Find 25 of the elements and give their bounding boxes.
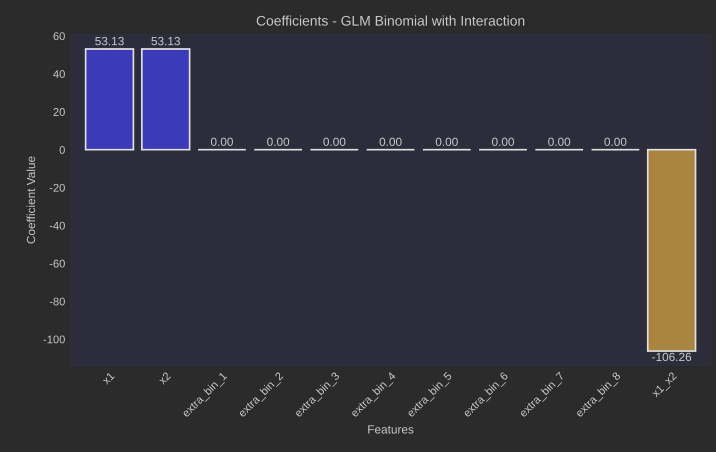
y-tick-label: 20 [54,108,65,116]
data-label: 0.00 [604,138,626,146]
data-label: 0.00 [492,138,514,146]
data-label: -106.26 [652,352,692,362]
chart-title: Coefficients - GLM Binomial with Interaction [256,16,524,26]
x-tick-label: x2 [158,372,172,385]
data-label: 0.00 [436,138,458,146]
y-tick-label: -100 [44,335,65,344]
data-label: 0.00 [323,138,346,146]
y-tick-label: 60 [54,32,65,40]
data-label: 53.13 [95,36,124,46]
y-tick-label: -80 [50,298,65,306]
x-axis-title: Features [368,425,414,434]
data-label: 0.00 [267,138,290,146]
data-label: 0.00 [380,138,402,146]
y-tick-label: -60 [50,260,65,268]
x-tick-label: x1 [102,372,115,385]
data-label: 0.00 [548,138,570,146]
data-label: 0.00 [210,138,233,146]
y-tick-label: 40 [53,70,65,78]
y-tick-label: -40 [50,222,65,230]
data-label: 53.13 [151,36,180,46]
y-axis-title: Coefficient Value [26,156,36,244]
y-tick-label: -20 [50,184,65,192]
y-tick-label: 0 [60,146,65,154]
